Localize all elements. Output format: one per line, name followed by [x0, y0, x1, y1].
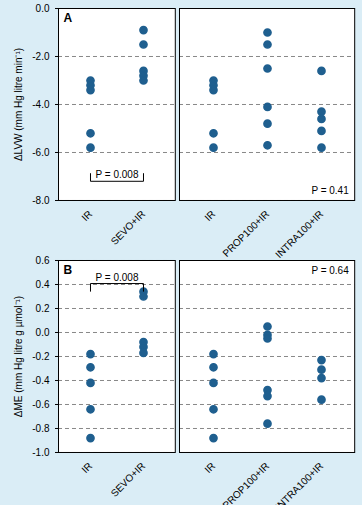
svg-text:-1.0: -1.0	[32, 447, 50, 458]
svg-text:P = 0.41: P = 0.41	[311, 185, 349, 196]
svg-text:ΔLVW (mm Hg litre min⁻¹): ΔLVW (mm Hg litre min⁻¹)	[13, 48, 24, 161]
svg-text:ΔME (mm Hg litre g µmol⁻¹): ΔME (mm Hg litre g µmol⁻¹)	[13, 296, 24, 417]
svg-text:0.0: 0.0	[36, 3, 50, 14]
svg-text:0.6: 0.6	[36, 255, 50, 266]
svg-text:0.0: 0.0	[36, 327, 50, 338]
svg-text:PROP100+IR: PROP100+IR	[220, 208, 271, 259]
svg-text:INTRA100+IR: INTRA100+IR	[273, 460, 325, 505]
svg-text:IR: IR	[79, 208, 94, 223]
svg-text:IR: IR	[202, 460, 217, 475]
svg-text:PROP100+IR: PROP100+IR	[220, 460, 271, 505]
svg-text:-4.0: -4.0	[32, 99, 50, 110]
svg-text:SEVO+IR: SEVO+IR	[109, 460, 148, 499]
svg-text:P = 0.64: P = 0.64	[311, 265, 349, 276]
svg-text:B: B	[63, 263, 72, 277]
svg-text:-0.2: -0.2	[32, 351, 50, 362]
svg-text:INTRA100+IR: INTRA100+IR	[273, 208, 325, 260]
svg-text:P = 0.008: P = 0.008	[96, 272, 139, 283]
svg-text:-8.0: -8.0	[32, 195, 50, 206]
svg-text:-2.0: -2.0	[32, 51, 50, 62]
svg-text:-6.0: -6.0	[32, 147, 50, 158]
svg-text:P = 0.008: P = 0.008	[96, 169, 139, 180]
svg-text:0.4: 0.4	[36, 279, 50, 290]
svg-text:IR: IR	[79, 460, 94, 475]
svg-text:A: A	[63, 11, 72, 25]
svg-text:0.2: 0.2	[36, 303, 50, 314]
svg-text:-0.6: -0.6	[32, 399, 50, 410]
svg-text:SEVO+IR: SEVO+IR	[109, 208, 148, 247]
svg-text:-0.4: -0.4	[32, 375, 50, 386]
svg-text:IR: IR	[202, 208, 217, 223]
svg-text:-0.8: -0.8	[32, 423, 50, 434]
